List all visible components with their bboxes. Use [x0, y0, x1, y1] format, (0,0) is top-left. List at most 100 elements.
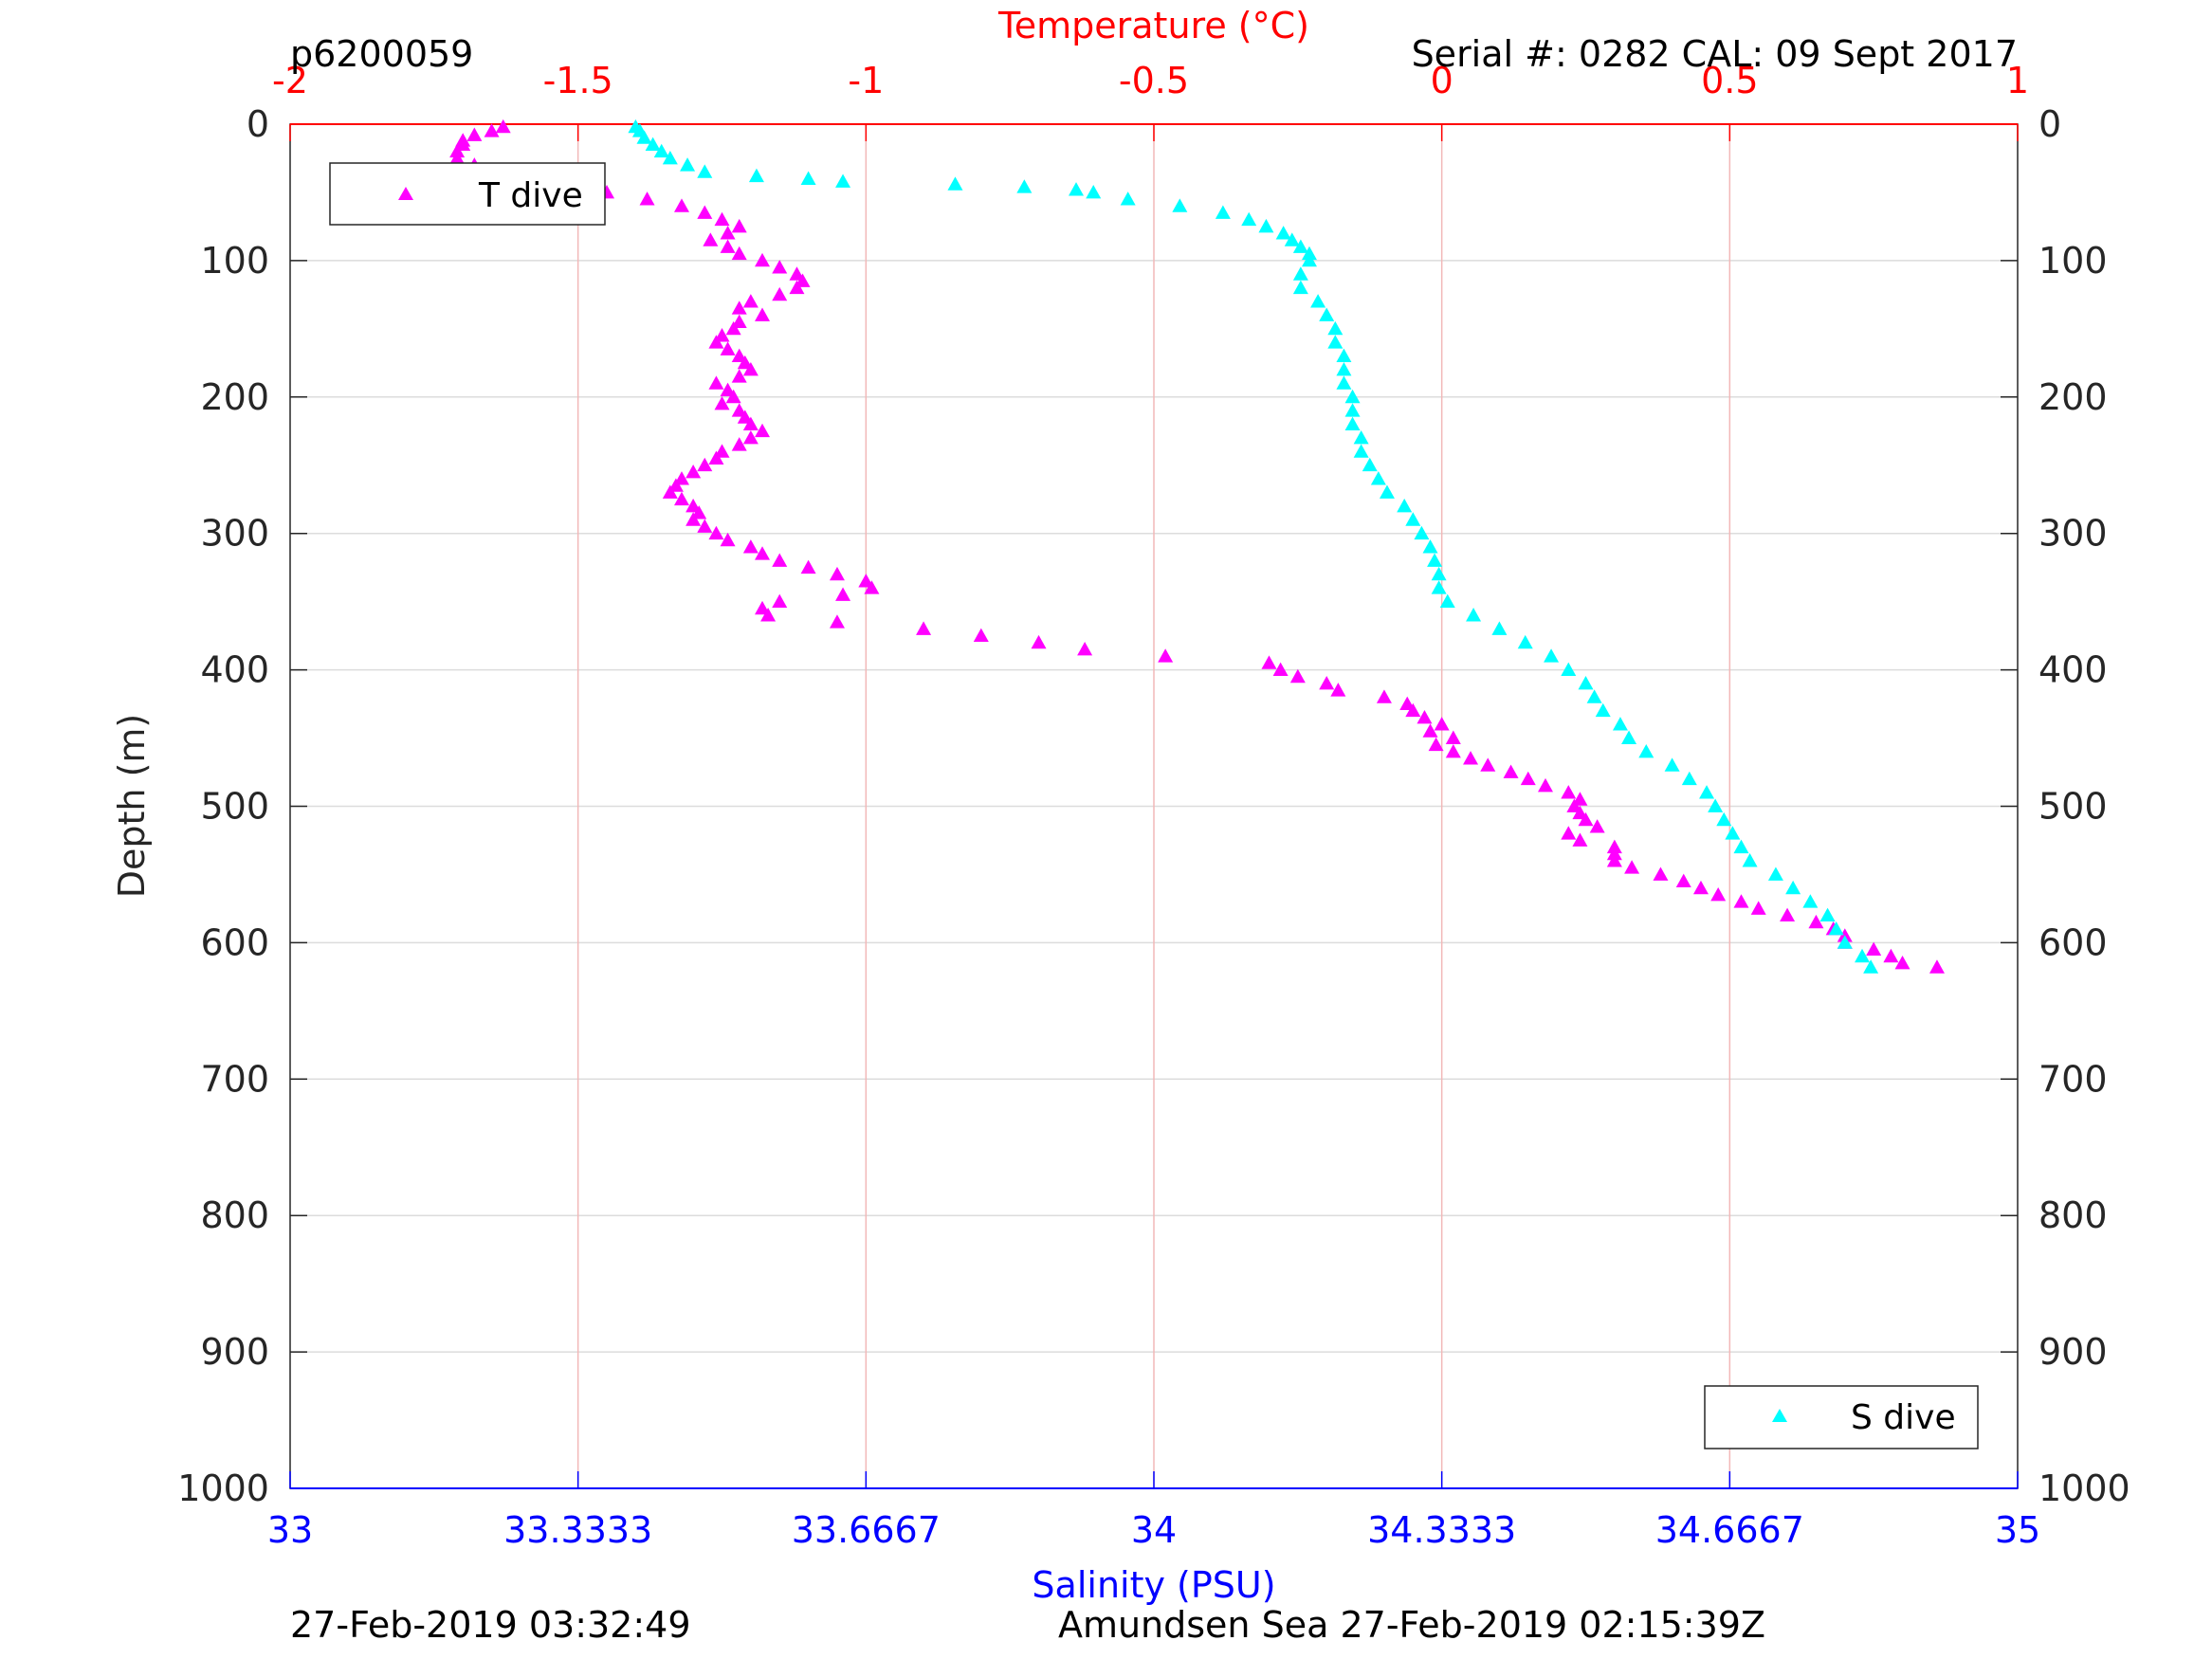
- legend-temperature-label: T dive: [478, 176, 583, 215]
- legend-temperature-box: [329, 162, 606, 226]
- salinity-point: [1427, 553, 1443, 567]
- salinity-point: [1819, 907, 1836, 922]
- temperature-point: [1428, 737, 1444, 752]
- temperature-point: [714, 444, 730, 458]
- temp-tick-label: -1: [848, 60, 884, 101]
- salinity-point: [1292, 266, 1308, 281]
- temperature-point: [1445, 730, 1461, 744]
- y-tick-label-right: 300: [2038, 513, 2108, 555]
- temperature-point: [1376, 689, 1392, 703]
- temperature-point: [714, 211, 730, 227]
- salinity-point: [636, 130, 652, 144]
- temperature-point: [1480, 757, 1496, 772]
- temperature-point: [1272, 662, 1289, 676]
- temperature-point: [662, 484, 678, 499]
- legend-salinity: S dive: [1704, 1385, 1979, 1449]
- sal-tick-label: 35: [1995, 1509, 2040, 1551]
- temperature-point: [1261, 655, 1277, 669]
- temperature-point: [1077, 642, 1093, 656]
- sal-tick-label: 34.6667: [1655, 1509, 1804, 1551]
- temperature-point: [1929, 959, 1945, 974]
- temperature-point: [725, 389, 741, 404]
- temperature-point: [1537, 777, 1553, 793]
- temperature-point: [1463, 751, 1479, 765]
- y-tick-label-left: 900: [200, 1331, 269, 1373]
- salinity-point: [1319, 307, 1335, 321]
- salinity-point: [1561, 662, 1577, 676]
- legend-temperature: T dive: [329, 162, 606, 226]
- temperature-point: [1330, 683, 1346, 697]
- temperature-point: [686, 498, 702, 513]
- temperature-point: [1750, 901, 1766, 915]
- temperature-point: [1572, 792, 1588, 806]
- salinity-point: [653, 143, 669, 158]
- temperature-point: [795, 273, 811, 287]
- temperature-point: [1624, 860, 1640, 874]
- salinity-point: [748, 168, 764, 183]
- temperature-point: [708, 375, 724, 390]
- temp-tick-label: 0: [1431, 60, 1453, 101]
- salinity-point: [1344, 403, 1361, 417]
- salinity-point: [1327, 320, 1344, 336]
- y-tick-label-right: 600: [2038, 921, 2108, 963]
- salinity-point: [1016, 179, 1033, 193]
- temperature-point: [466, 127, 483, 141]
- temperature-point: [697, 205, 713, 219]
- processed-time: 27-Feb-2019 03:32:49: [290, 1604, 691, 1646]
- temperature-point: [742, 539, 759, 554]
- temperature-point: [708, 525, 724, 540]
- salinity-point: [1431, 566, 1447, 581]
- salinity-point: [1405, 512, 1421, 526]
- salinity-axis-label: Salinity (PSU): [1032, 1564, 1275, 1606]
- temp-tick-label: -2: [272, 60, 308, 101]
- y-tick-label-right: 800: [2038, 1194, 2108, 1236]
- temperature-point: [1399, 696, 1416, 710]
- salinity-point: [1120, 191, 1136, 206]
- temperature-point: [1319, 675, 1335, 690]
- salinity-point: [835, 173, 851, 188]
- salinity-point: [1785, 880, 1801, 895]
- salinity-point: [1439, 593, 1455, 609]
- temperature-axis: -2 -1.5 -1 -0.5 0 0.5 1: [272, 60, 2029, 141]
- salinity-point: [1431, 580, 1447, 594]
- temperature-point: [772, 260, 788, 274]
- temperature-point: [1572, 832, 1588, 847]
- salinity-point: [1414, 525, 1430, 540]
- salinity-point: [1716, 811, 1732, 827]
- temp-tick-label: 1: [2006, 60, 2029, 101]
- temperature-point: [1566, 798, 1582, 812]
- salinity-point: [645, 137, 661, 151]
- temp-tick-label: 0.5: [1701, 60, 1758, 101]
- temperature-point: [1572, 805, 1588, 820]
- temperature-point: [772, 593, 788, 609]
- salinity-point: [1802, 894, 1819, 908]
- temperature-point: [495, 118, 511, 134]
- temperature-point: [829, 566, 845, 581]
- y-tick-label-left: 100: [200, 240, 269, 282]
- salinity-point: [1422, 539, 1438, 554]
- salinity-point: [1344, 389, 1361, 404]
- salinity-point: [1733, 839, 1749, 854]
- y-tick-label-left: 300: [200, 513, 269, 555]
- salinity-point: [1742, 853, 1758, 867]
- salinity-point: [1336, 348, 1352, 363]
- y-axis-right: 0 100 200 300 400 500 600 700 800 900 1000: [2001, 103, 2130, 1509]
- salinity-point: [1327, 335, 1344, 349]
- salinity-point: [1595, 702, 1611, 718]
- y-tick-label-right: 900: [2038, 1331, 2108, 1373]
- temperature-point: [742, 362, 759, 376]
- salinity-point: [697, 164, 713, 178]
- location-time: Amundsen Sea 27-Feb-2019 02:15:39Z: [1058, 1604, 1765, 1646]
- sal-tick-label: 33.6667: [792, 1509, 941, 1551]
- salinity-point: [947, 176, 963, 191]
- temperature-point: [1675, 873, 1691, 888]
- temperature-point: [697, 519, 713, 533]
- y-tick-label-left: 700: [200, 1058, 269, 1100]
- legend-temperature-marker: [398, 187, 413, 200]
- salinity-points: [628, 118, 1879, 974]
- temperature-point: [772, 286, 788, 301]
- serial-calibration: Serial #: 0282 CAL: 09 Sept 2017: [1412, 33, 2018, 75]
- temperature-point: [742, 429, 759, 445]
- salinity-point: [1292, 239, 1308, 253]
- y-tick-label-left: 200: [200, 376, 269, 418]
